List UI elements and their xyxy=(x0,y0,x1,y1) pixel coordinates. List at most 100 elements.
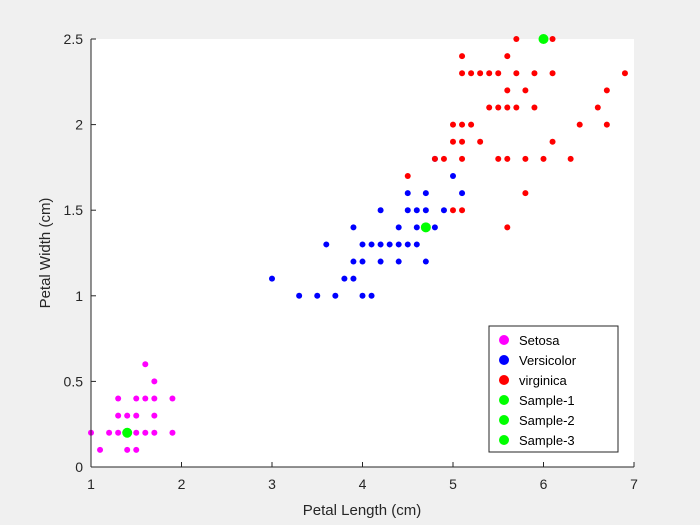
versicolor-point xyxy=(440,207,447,214)
setosa-point xyxy=(124,446,131,453)
virginica-point xyxy=(459,121,466,128)
virginica-point xyxy=(531,70,538,77)
virginica-point xyxy=(549,138,556,145)
sample-1-point xyxy=(122,427,133,438)
legend-marker-sample-1 xyxy=(499,395,509,405)
x-tick-label: 4 xyxy=(359,476,367,492)
legend-label-sample-3: Sample-3 xyxy=(519,433,575,448)
setosa-point xyxy=(151,429,158,436)
setosa-point xyxy=(169,429,176,436)
x-tick-label: 2 xyxy=(178,476,186,492)
setosa-point xyxy=(133,412,140,419)
versicolor-point xyxy=(377,241,384,248)
y-tick-label: 1 xyxy=(75,288,83,304)
setosa-point xyxy=(142,361,149,368)
versicolor-point xyxy=(395,224,402,231)
virginica-point xyxy=(504,87,511,94)
virginica-point xyxy=(621,70,628,77)
setosa-point xyxy=(142,395,149,402)
versicolor-point xyxy=(404,241,411,248)
virginica-point xyxy=(459,53,466,60)
virginica-point xyxy=(549,36,556,42)
virginica-point xyxy=(513,70,520,77)
versicolor-point xyxy=(368,241,375,248)
legend-label-setosa: Setosa xyxy=(519,333,560,348)
legend-label-versicolor: Versicolor xyxy=(519,353,577,368)
setosa-point xyxy=(124,412,131,419)
x-tick-label: 6 xyxy=(540,476,548,492)
x-tick-label: 7 xyxy=(630,476,638,492)
versicolor-point xyxy=(450,172,456,179)
virginica-point xyxy=(522,87,529,94)
sample-3-point xyxy=(538,34,549,44)
versicolor-point xyxy=(431,224,438,231)
y-tick-label: 1.5 xyxy=(64,202,84,218)
setosa-point xyxy=(151,395,158,402)
virginica-point xyxy=(459,155,466,162)
virginica-point xyxy=(522,155,529,162)
setosa-point xyxy=(133,429,140,436)
y-tick-label: 2 xyxy=(75,117,83,133)
legend-label-sample-1: Sample-1 xyxy=(519,393,575,408)
setosa-point xyxy=(97,446,104,453)
x-tick-label: 1 xyxy=(87,476,95,492)
versicolor-point xyxy=(296,292,303,299)
versicolor-point xyxy=(404,207,411,214)
versicolor-point xyxy=(413,207,420,214)
x-tick-label: 3 xyxy=(268,476,276,492)
virginica-point xyxy=(522,190,529,197)
legend-box xyxy=(488,325,619,453)
versicolor-point xyxy=(269,275,275,282)
setosa-point xyxy=(115,412,122,419)
virginica-point xyxy=(549,70,556,77)
versicolor-point xyxy=(359,241,366,248)
virginica-point xyxy=(504,155,511,162)
virginica-point xyxy=(486,70,493,77)
legend-label-virginica: virginica xyxy=(519,373,567,388)
virginica-point xyxy=(468,70,475,77)
virginica-point xyxy=(567,155,574,162)
setosa-point xyxy=(133,446,140,453)
data-points xyxy=(88,34,628,453)
versicolor-point xyxy=(386,241,393,248)
virginica-point xyxy=(486,104,493,111)
versicolor-point xyxy=(422,207,429,214)
virginica-point xyxy=(495,104,502,111)
setosa-point xyxy=(106,429,113,436)
y-tick-label: 0 xyxy=(75,459,83,475)
virginica-point xyxy=(531,104,538,111)
virginica-point xyxy=(540,155,547,162)
virginica-point xyxy=(450,138,456,145)
versicolor-point xyxy=(422,190,429,197)
virginica-point xyxy=(459,207,466,214)
setosa-point xyxy=(151,378,158,385)
virginica-point xyxy=(495,155,502,162)
virginica-point xyxy=(431,155,438,162)
versicolor-point xyxy=(332,292,339,299)
virginica-point xyxy=(504,224,511,231)
setosa-point xyxy=(133,395,140,402)
y-axis-title: Petal Width (cm) xyxy=(37,198,54,309)
virginica-point xyxy=(477,70,484,77)
versicolor-point xyxy=(395,258,402,265)
virginica-point xyxy=(603,87,610,94)
setosa-point xyxy=(115,395,122,402)
versicolor-point xyxy=(314,292,321,299)
legend-marker-virginica xyxy=(499,375,509,385)
versicolor-point xyxy=(359,258,366,265)
y-tick-label: 0.5 xyxy=(64,373,84,389)
versicolor-point xyxy=(350,258,357,265)
versicolor-point xyxy=(323,241,330,248)
axis-ticks: 1 2 3 4 5 6 7 0 0.5 1 1.5 2 2.5 xyxy=(64,31,639,492)
versicolor-point xyxy=(395,241,402,248)
versicolor-point xyxy=(350,224,357,231)
virginica-point xyxy=(468,121,475,128)
virginica-point xyxy=(504,53,511,60)
legend-marker-sample-2 xyxy=(499,415,509,425)
virginica-point xyxy=(603,121,610,128)
setosa-point xyxy=(169,395,176,402)
virginica-point xyxy=(576,121,583,128)
versicolor-point xyxy=(377,207,384,214)
virginica-point xyxy=(477,138,484,145)
